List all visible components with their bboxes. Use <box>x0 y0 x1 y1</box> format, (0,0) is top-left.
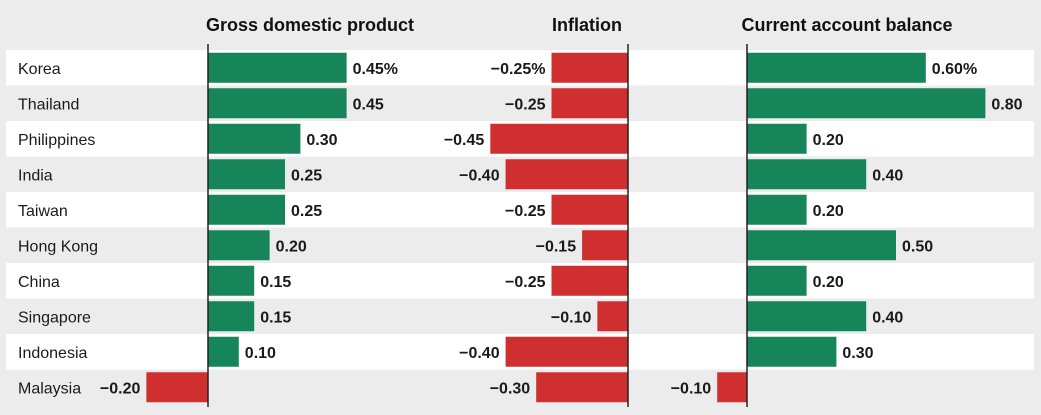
country-label-thailand: Thailand <box>18 96 79 113</box>
value-label-current-account-balance-india: 0.40 <box>872 167 903 184</box>
panel-title-current-account-balance: Current account balance <box>741 15 952 35</box>
value-label-current-account-balance-china: 0.20 <box>813 274 844 291</box>
value-label-gross-domestic-product-china: 0.15 <box>260 274 291 291</box>
bar-current-account-balance-indonesia <box>747 336 837 367</box>
bar-current-account-balance-singapore <box>747 301 867 332</box>
row-band-china <box>6 263 1034 299</box>
bar-current-account-balance-philippines <box>747 123 807 154</box>
value-label-current-account-balance-korea: 0.60% <box>932 61 977 78</box>
value-label-gross-domestic-product-hong-kong: 0.20 <box>276 238 307 255</box>
value-label-gross-domestic-product-korea: 0.45% <box>353 61 398 78</box>
bar-inflation-malaysia <box>536 372 628 403</box>
bar-inflation-korea <box>551 52 628 83</box>
bar-current-account-balance-korea <box>747 52 926 83</box>
country-label-singapore: Singapore <box>18 309 91 326</box>
value-label-gross-domestic-product-philippines: 0.30 <box>306 132 337 149</box>
bar-gross-domestic-product-taiwan <box>208 194 285 225</box>
bar-gross-domestic-product-indonesia <box>208 336 239 367</box>
bar-current-account-balance-india <box>747 159 867 190</box>
value-label-inflation-malaysia: −0.30 <box>490 380 531 397</box>
row-band-taiwan <box>6 192 1034 228</box>
panel-inflation: Inflation −0.25% −0.25 −0.45 −0.40 −0.25 −0.15… <box>444 15 629 407</box>
country-label-hong-kong: Hong Kong <box>18 238 98 255</box>
bar-current-account-balance-hong-kong <box>747 230 896 261</box>
value-label-inflation-indonesia: −0.40 <box>459 345 500 362</box>
panel-current-account-balance: Current account balance 0.60% 0.80 0.20 0.40… <box>671 15 1023 407</box>
value-label-current-account-balance-thailand: 0.80 <box>991 96 1022 113</box>
bar-gross-domestic-product-singapore <box>208 301 255 332</box>
value-label-inflation-thailand: −0.25 <box>505 96 546 113</box>
bar-inflation-philippines <box>490 123 628 154</box>
value-label-gross-domestic-product-malaysia: −0.20 <box>100 380 141 397</box>
country-label-philippines: Philippines <box>18 132 95 149</box>
value-label-current-account-balance-taiwan: 0.20 <box>813 203 844 220</box>
bar-inflation-taiwan <box>551 194 628 225</box>
bar-inflation-indonesia <box>505 336 628 367</box>
panel-title-inflation: Inflation <box>552 15 622 35</box>
country-label-china: China <box>18 274 60 291</box>
value-label-inflation-taiwan: −0.25 <box>505 203 546 220</box>
bar-inflation-thailand <box>551 88 628 119</box>
bar-inflation-india <box>505 159 628 190</box>
value-label-gross-domestic-product-india: 0.25 <box>291 167 322 184</box>
bar-gross-domestic-product-india <box>208 159 285 190</box>
value-label-current-account-balance-hong-kong: 0.50 <box>902 238 933 255</box>
bar-current-account-balance-thailand <box>747 88 986 119</box>
value-label-gross-domestic-product-thailand: 0.45 <box>353 96 384 113</box>
country-label-malaysia: Malaysia <box>18 380 81 397</box>
bar-gross-domestic-product-hong-kong <box>208 230 270 261</box>
value-label-current-account-balance-philippines: 0.20 <box>813 132 844 149</box>
bar-inflation-hong-kong <box>582 230 628 261</box>
value-label-inflation-hong-kong: −0.15 <box>536 238 577 255</box>
panel-title-gross-domestic-product: Gross domestic product <box>206 15 414 35</box>
value-label-current-account-balance-malaysia: −0.10 <box>671 380 712 397</box>
bar-gross-domestic-product-thailand <box>208 88 347 119</box>
value-label-inflation-singapore: −0.10 <box>551 309 592 326</box>
value-label-inflation-philippines: −0.45 <box>444 132 485 149</box>
bar-current-account-balance-taiwan <box>747 194 807 225</box>
country-label-india: India <box>18 167 53 184</box>
value-label-current-account-balance-indonesia: 0.30 <box>842 345 873 362</box>
value-label-inflation-korea: −0.25% <box>491 61 546 78</box>
country-label-indonesia: Indonesia <box>18 345 87 362</box>
chart-panels: Gross domestic product 0.45% 0.45 0.30 0.25 0… <box>100 15 1023 407</box>
country-labels: Korea Thailand Philippines India Taiwan Hong … <box>18 61 98 398</box>
value-label-current-account-balance-singapore: 0.40 <box>872 309 903 326</box>
bar-gross-domestic-product-malaysia <box>146 372 208 403</box>
country-label-korea: Korea <box>18 61 61 78</box>
bar-current-account-balance-china <box>747 265 807 296</box>
bar-current-account-balance-malaysia <box>717 372 747 403</box>
value-label-inflation-india: −0.40 <box>459 167 500 184</box>
bar-gross-domestic-product-philippines <box>208 123 301 154</box>
value-label-inflation-china: −0.25 <box>505 274 546 291</box>
value-label-gross-domestic-product-indonesia: 0.10 <box>245 345 276 362</box>
bar-inflation-singapore <box>597 301 628 332</box>
bar-gross-domestic-product-korea <box>208 52 347 83</box>
bar-inflation-china <box>551 265 628 296</box>
value-label-gross-domestic-product-singapore: 0.15 <box>260 309 291 326</box>
panel-gross-domestic-product: Gross domestic product 0.45% 0.45 0.30 0.25 0… <box>100 15 414 407</box>
value-label-gross-domestic-product-taiwan: 0.25 <box>291 203 322 220</box>
country-label-taiwan: Taiwan <box>18 203 68 220</box>
bar-gross-domestic-product-china <box>208 265 255 296</box>
